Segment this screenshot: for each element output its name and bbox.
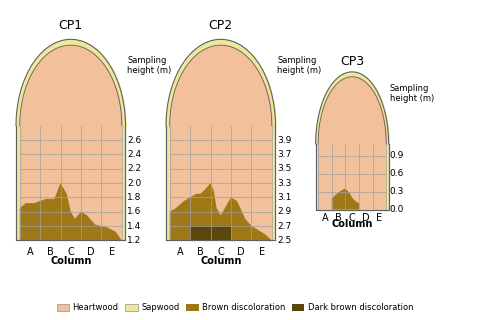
Text: B: B: [197, 247, 203, 257]
Bar: [20, 126, 122, 240]
Text: 3.9: 3.9: [277, 136, 291, 145]
Text: 2.5: 2.5: [277, 236, 291, 245]
Text: Column: Column: [332, 219, 373, 229]
Bar: [316, 144, 388, 210]
Bar: [318, 144, 386, 210]
Text: D: D: [238, 247, 245, 257]
Text: C: C: [68, 247, 74, 257]
Text: E: E: [108, 247, 114, 257]
Text: 3.7: 3.7: [277, 150, 291, 159]
Text: A: A: [322, 213, 328, 223]
Text: 2.9: 2.9: [277, 207, 291, 216]
Text: Column: Column: [50, 256, 92, 267]
Text: D: D: [88, 247, 95, 257]
Text: CP2: CP2: [208, 20, 233, 32]
Text: 3.5: 3.5: [277, 164, 291, 173]
Text: CP3: CP3: [340, 55, 364, 68]
Text: CP1: CP1: [58, 20, 83, 32]
Text: 2.7: 2.7: [277, 221, 291, 230]
Text: 2.0: 2.0: [127, 179, 142, 188]
Text: 0.0: 0.0: [390, 205, 404, 214]
Text: A: A: [176, 247, 183, 257]
Text: 2.4: 2.4: [127, 150, 142, 159]
Text: 0.6: 0.6: [390, 169, 404, 178]
Legend: Heartwood, Sapwood, Brown discoloration, Dark brown discoloration: Heartwood, Sapwood, Brown discoloration,…: [54, 300, 416, 316]
Text: 2.2: 2.2: [127, 164, 142, 173]
Text: E: E: [258, 247, 264, 257]
Polygon shape: [20, 183, 122, 240]
Text: Sampling
height (m): Sampling height (m): [390, 84, 434, 103]
Text: Sampling
height (m): Sampling height (m): [277, 56, 322, 75]
Bar: [170, 126, 272, 240]
Text: E: E: [376, 213, 382, 223]
Text: 3.1: 3.1: [277, 193, 291, 202]
Text: B: B: [47, 247, 54, 257]
Text: Column: Column: [200, 256, 241, 267]
Text: 1.4: 1.4: [127, 221, 142, 230]
Text: 0.3: 0.3: [390, 187, 404, 196]
Text: 1.2: 1.2: [127, 236, 142, 245]
Polygon shape: [332, 189, 359, 210]
Text: D: D: [362, 213, 370, 223]
Text: C: C: [218, 247, 224, 257]
Text: 1.8: 1.8: [127, 193, 142, 202]
Text: 3.3: 3.3: [277, 179, 291, 188]
Text: C: C: [349, 213, 356, 223]
Bar: [16, 126, 126, 240]
Text: 0.9: 0.9: [390, 151, 404, 160]
Text: B: B: [335, 213, 342, 223]
Text: 2.6: 2.6: [127, 136, 142, 145]
Bar: [166, 126, 276, 240]
Text: 1.6: 1.6: [127, 207, 142, 216]
Polygon shape: [190, 226, 231, 240]
Text: A: A: [26, 247, 33, 257]
Polygon shape: [170, 183, 272, 240]
Text: Sampling
height (m): Sampling height (m): [127, 56, 172, 75]
